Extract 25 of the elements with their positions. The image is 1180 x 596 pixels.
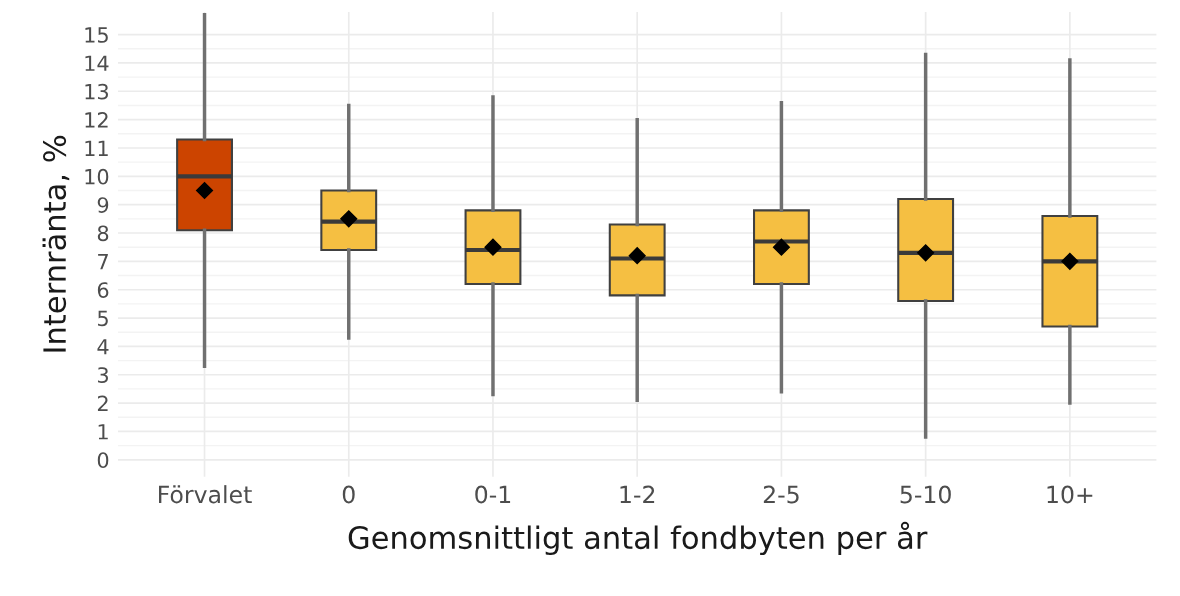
y-tick-label: 3 [98, 367, 108, 383]
y-tick-label: 13 [85, 83, 108, 100]
y-tick-label: 10 [85, 168, 109, 185]
y-tick-label: 2 [97, 395, 108, 412]
y-axis-title: Internränta, % [42, 135, 70, 352]
x-tick-label: 10+ [1047, 485, 1093, 504]
x-tick-label: 2-5 [763, 485, 799, 504]
x-axis-title: Genomsnittligt antal fondbyten per år [348, 521, 928, 556]
y-tick-label: 9 [97, 197, 109, 213]
y-tick-label: 8 [97, 225, 109, 242]
y-tick-label: 11 [85, 140, 108, 156]
y-tick-label: 15 [85, 27, 108, 43]
x-tick-label: 1-2 [620, 485, 655, 504]
y-tick-label: 12 [85, 112, 108, 128]
y-tick-label: 14 [85, 55, 109, 71]
x-tick-label: 5-10 [900, 485, 951, 504]
x-tick-label: 0 [342, 485, 355, 504]
x-tick-label: 0-1 [475, 485, 511, 504]
y-tick-label: 1 [98, 424, 108, 440]
y-tick-label: 6 [97, 282, 109, 298]
y-tick-label: 7 [98, 254, 108, 270]
x-tick-label: Förvalet [159, 485, 252, 504]
y-tick-label: 5 [98, 310, 108, 327]
y-tick-label: 0 [97, 452, 109, 468]
y-tick-label: 4 [97, 339, 109, 355]
